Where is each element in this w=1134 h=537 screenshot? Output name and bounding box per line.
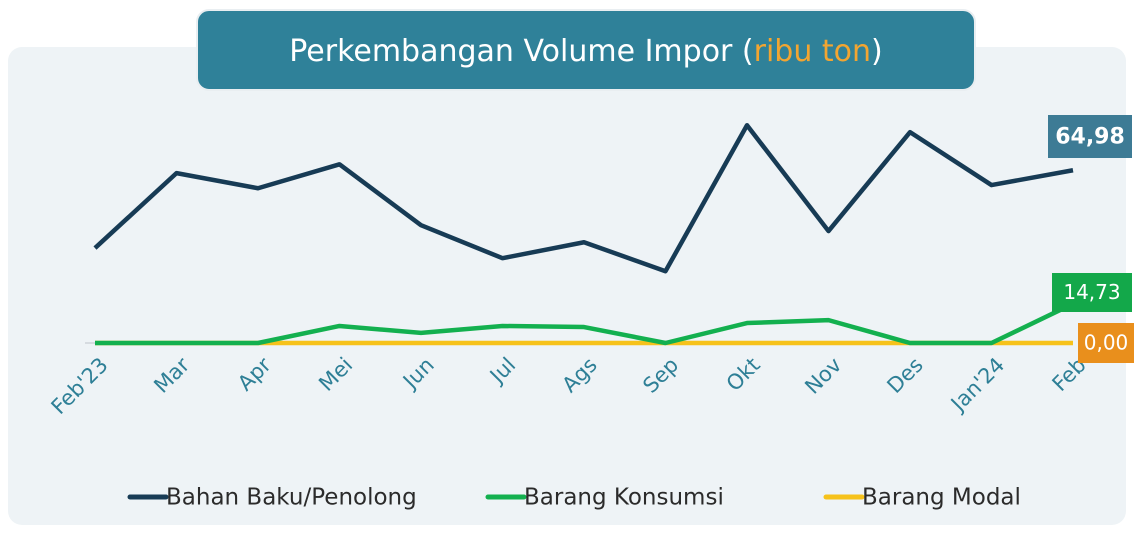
end-label: 0,00 — [1084, 331, 1129, 355]
end-label-box — [1048, 115, 1132, 158]
title-part: ) — [871, 34, 883, 69]
legend-label: Barang Konsumsi — [524, 485, 724, 511]
title-part: ribu ton — [754, 34, 871, 69]
panel — [8, 47, 1126, 525]
end-label: 64,98 — [1055, 125, 1125, 150]
legend-label: Barang Modal — [862, 485, 1021, 511]
title-box — [196, 9, 976, 91]
line — [95, 301, 1074, 346]
end-label-box — [1078, 323, 1134, 363]
legend-label: Bahan Baku/Penolong — [166, 485, 417, 511]
line — [93, 122, 1074, 274]
end-label-box — [1052, 273, 1132, 312]
title-part: Perkembangan Volume Impor ( — [289, 34, 753, 69]
chart-title: Perkembangan Volume Impor (ribu ton) — [289, 34, 883, 69]
end-label: 14,73 — [1063, 280, 1120, 304]
